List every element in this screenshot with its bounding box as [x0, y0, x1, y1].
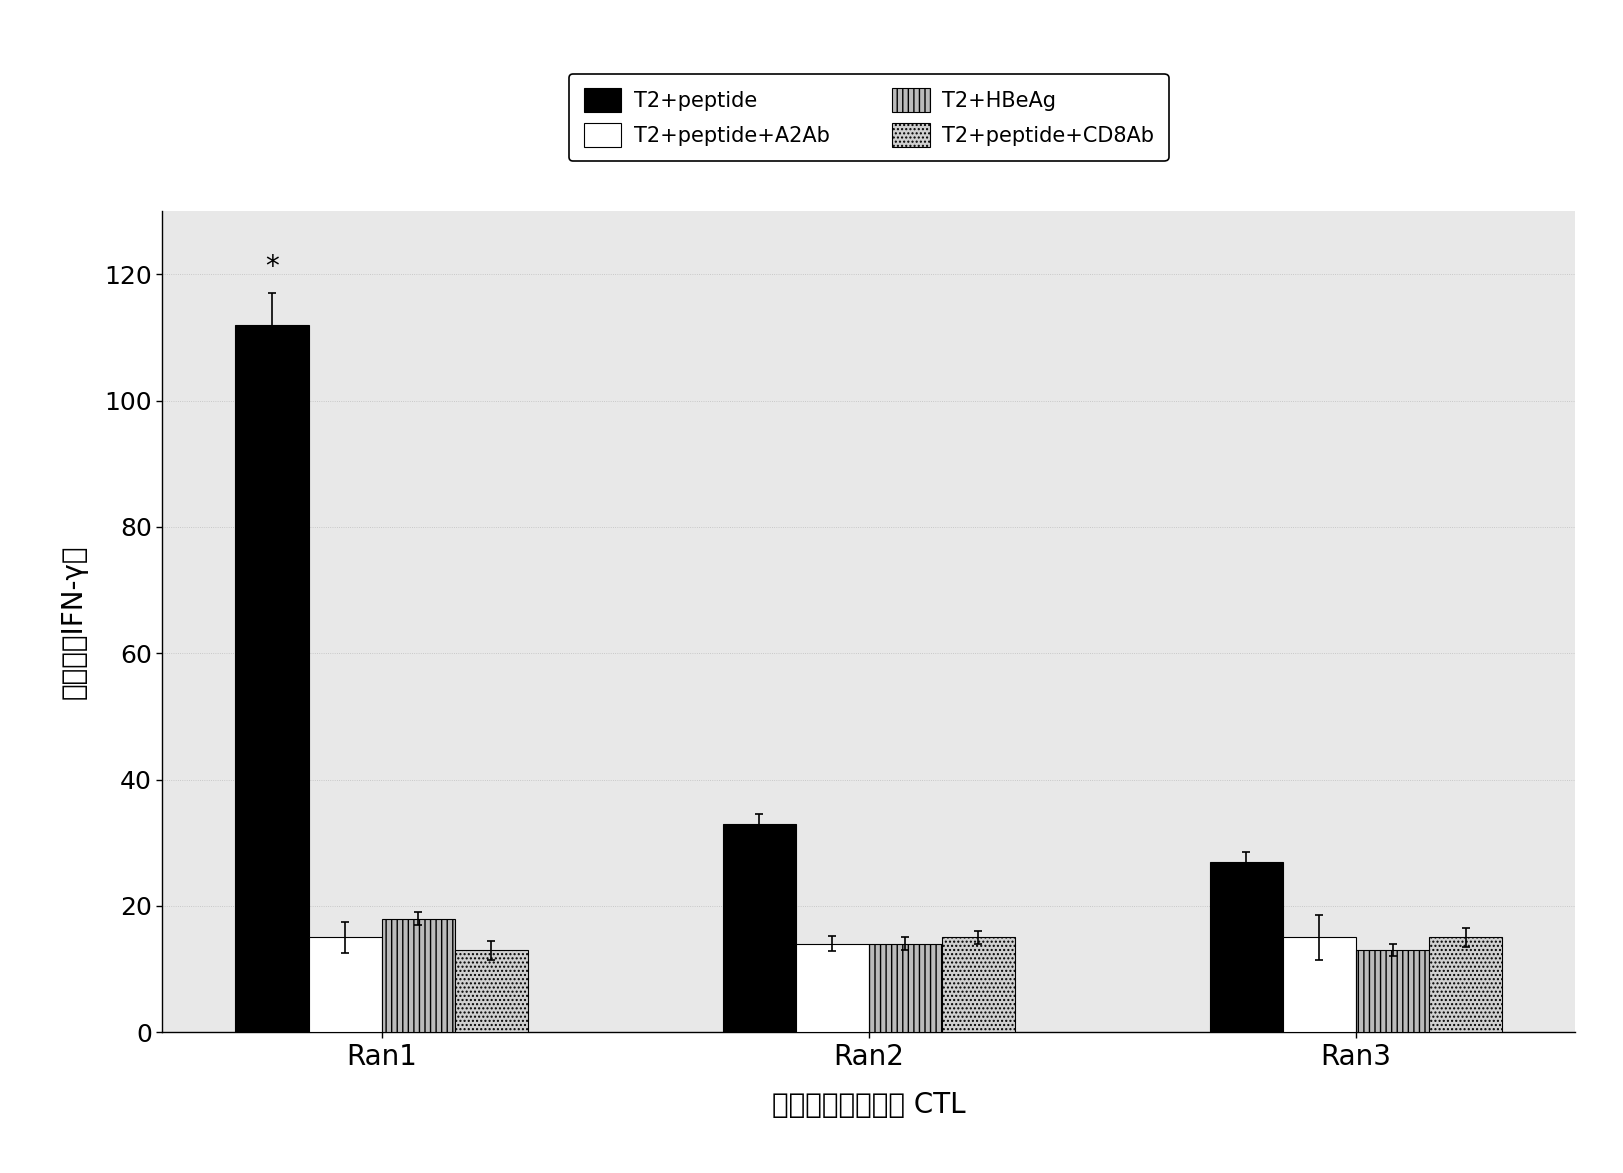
- Bar: [1209, 862, 1282, 1032]
- Bar: [1428, 937, 1501, 1032]
- Bar: [1355, 950, 1428, 1032]
- Bar: [381, 918, 454, 1032]
- Bar: [868, 944, 941, 1032]
- Bar: [941, 937, 1014, 1032]
- Legend: T2+peptide, T2+peptide+A2Ab, T2+HBeAg, T2+peptide+CD8Ab: T2+peptide, T2+peptide+A2Ab, T2+HBeAg, T…: [568, 74, 1169, 162]
- Bar: [235, 325, 308, 1032]
- Y-axis label: 斌点数（IFN-γ）: 斌点数（IFN-γ）: [60, 544, 88, 699]
- Text: *: *: [265, 252, 279, 280]
- Bar: [1282, 937, 1355, 1032]
- Bar: [308, 937, 381, 1032]
- Bar: [454, 950, 527, 1032]
- Bar: [722, 823, 795, 1032]
- Bar: [795, 944, 868, 1032]
- X-axis label: 表位诱导的特异性 CTL: 表位诱导的特异性 CTL: [771, 1092, 966, 1119]
